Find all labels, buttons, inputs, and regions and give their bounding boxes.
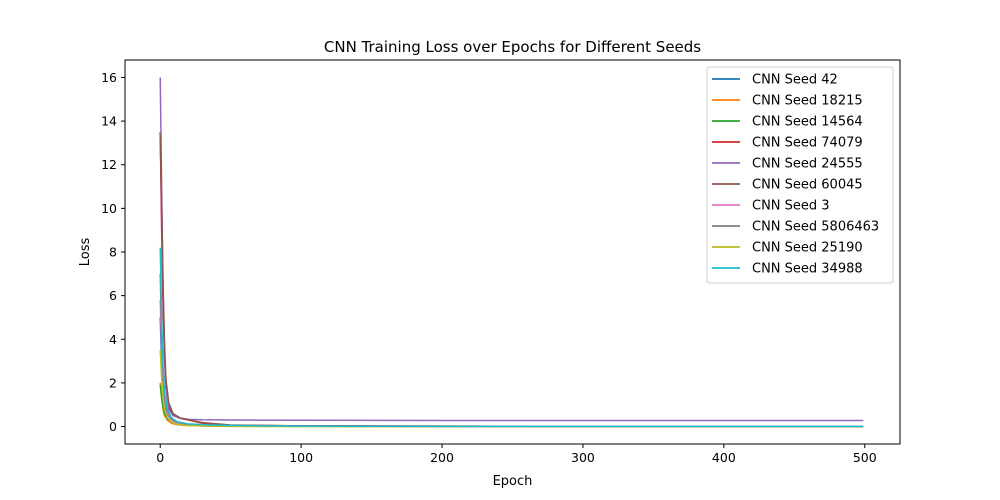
legend: CNN Seed 42 CNN Seed 18215 CNN Seed 14564 C…	[706, 66, 894, 284]
series-line-7	[159, 273, 864, 428]
series-line-0	[159, 317, 864, 428]
x-tick-label: 400	[712, 450, 736, 465]
x-tick-label: 500	[853, 450, 877, 465]
legend-entry-label: CNN Seed 42	[752, 73, 838, 88]
legend-entry-label: CNN Seed 25190	[752, 241, 863, 256]
y-axis-label: Loss	[78, 238, 93, 267]
x-axis: 0 100 200 300 400 500	[156, 444, 877, 465]
series-line-6	[159, 299, 864, 428]
legend-entry-label: CNN Seed 3	[752, 199, 830, 214]
y-axis: 0 2 4 6 8 10 12 14 16	[101, 70, 125, 434]
y-tick-label: 0	[109, 419, 117, 434]
legend-entry-label: CNN Seed 34988	[752, 262, 863, 277]
x-tick-label: 300	[571, 450, 595, 465]
x-axis-label: Epoch	[493, 474, 533, 489]
x-tick-label: 0	[156, 450, 164, 465]
legend-entry-label: CNN Seed 24555	[752, 157, 863, 172]
x-tick-label: 100	[289, 450, 313, 465]
legend-entry-label: CNN Seed 5806463	[752, 220, 879, 235]
y-tick-label: 14	[101, 114, 117, 129]
y-tick-label: 12	[101, 157, 117, 172]
y-tick-label: 16	[101, 70, 117, 85]
y-tick-label: 2	[109, 375, 117, 390]
y-tick-label: 6	[109, 288, 117, 303]
x-tick-label: 200	[430, 450, 454, 465]
legend-entry-label: CNN Seed 18215	[752, 94, 863, 109]
series-line-9	[159, 247, 864, 428]
legend-entry-label: CNN Seed 14564	[752, 115, 863, 130]
series-line-8	[159, 350, 864, 428]
chart-title: CNN Training Loss over Epochs for Differ…	[324, 38, 701, 56]
legend-entry-label: CNN Seed 74079	[752, 136, 863, 151]
legend-box	[706, 66, 894, 284]
series-layer	[159, 77, 864, 428]
legend-entry-label: CNN Seed 60045	[752, 178, 863, 193]
y-tick-label: 8	[109, 245, 117, 260]
y-tick-label: 4	[109, 332, 117, 347]
y-tick-label: 10	[101, 201, 117, 216]
